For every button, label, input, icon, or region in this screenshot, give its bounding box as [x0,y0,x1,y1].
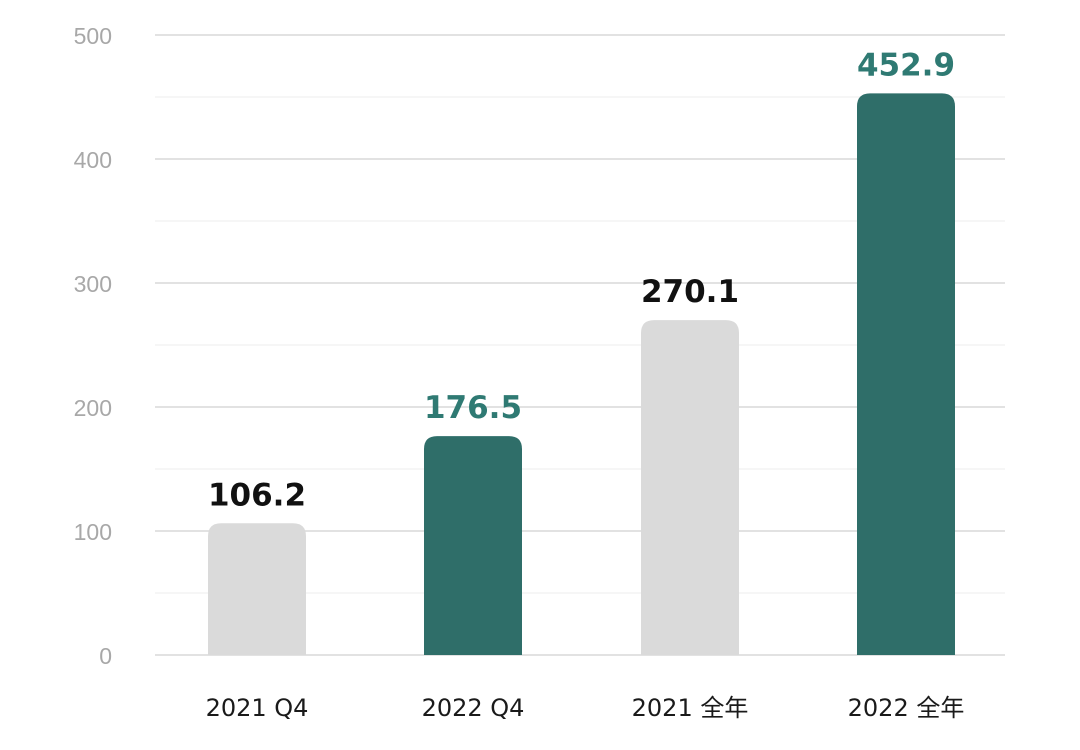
value-label: 270.1 [641,274,739,310]
y-tick-label: 200 [74,395,112,421]
x-axis: 2021 Q4 2022 Q4 2021 全年 2022 全年 [206,694,965,722]
y-tick-label: 400 [74,147,112,173]
x-category-label: 2022 全年 [848,694,965,722]
y-tick-label: 500 [74,23,112,49]
bar [424,436,522,655]
value-label: 106.2 [208,477,306,513]
value-labels: 106.2 176.5 270.1 452.9 [208,47,955,513]
x-category-label: 2021 全年 [632,694,749,722]
bar [208,523,306,655]
value-label: 176.5 [424,390,522,426]
y-axis: 0 100 200 300 400 500 [74,23,112,669]
y-tick-label: 100 [74,519,112,545]
bar [857,93,955,656]
x-category-label: 2021 Q4 [206,694,309,722]
y-tick-label: 0 [99,643,112,669]
y-tick-label: 300 [74,271,112,297]
bars [208,93,955,656]
bar [641,320,739,655]
x-category-label: 2022 Q4 [422,694,525,722]
value-label: 452.9 [857,47,955,83]
